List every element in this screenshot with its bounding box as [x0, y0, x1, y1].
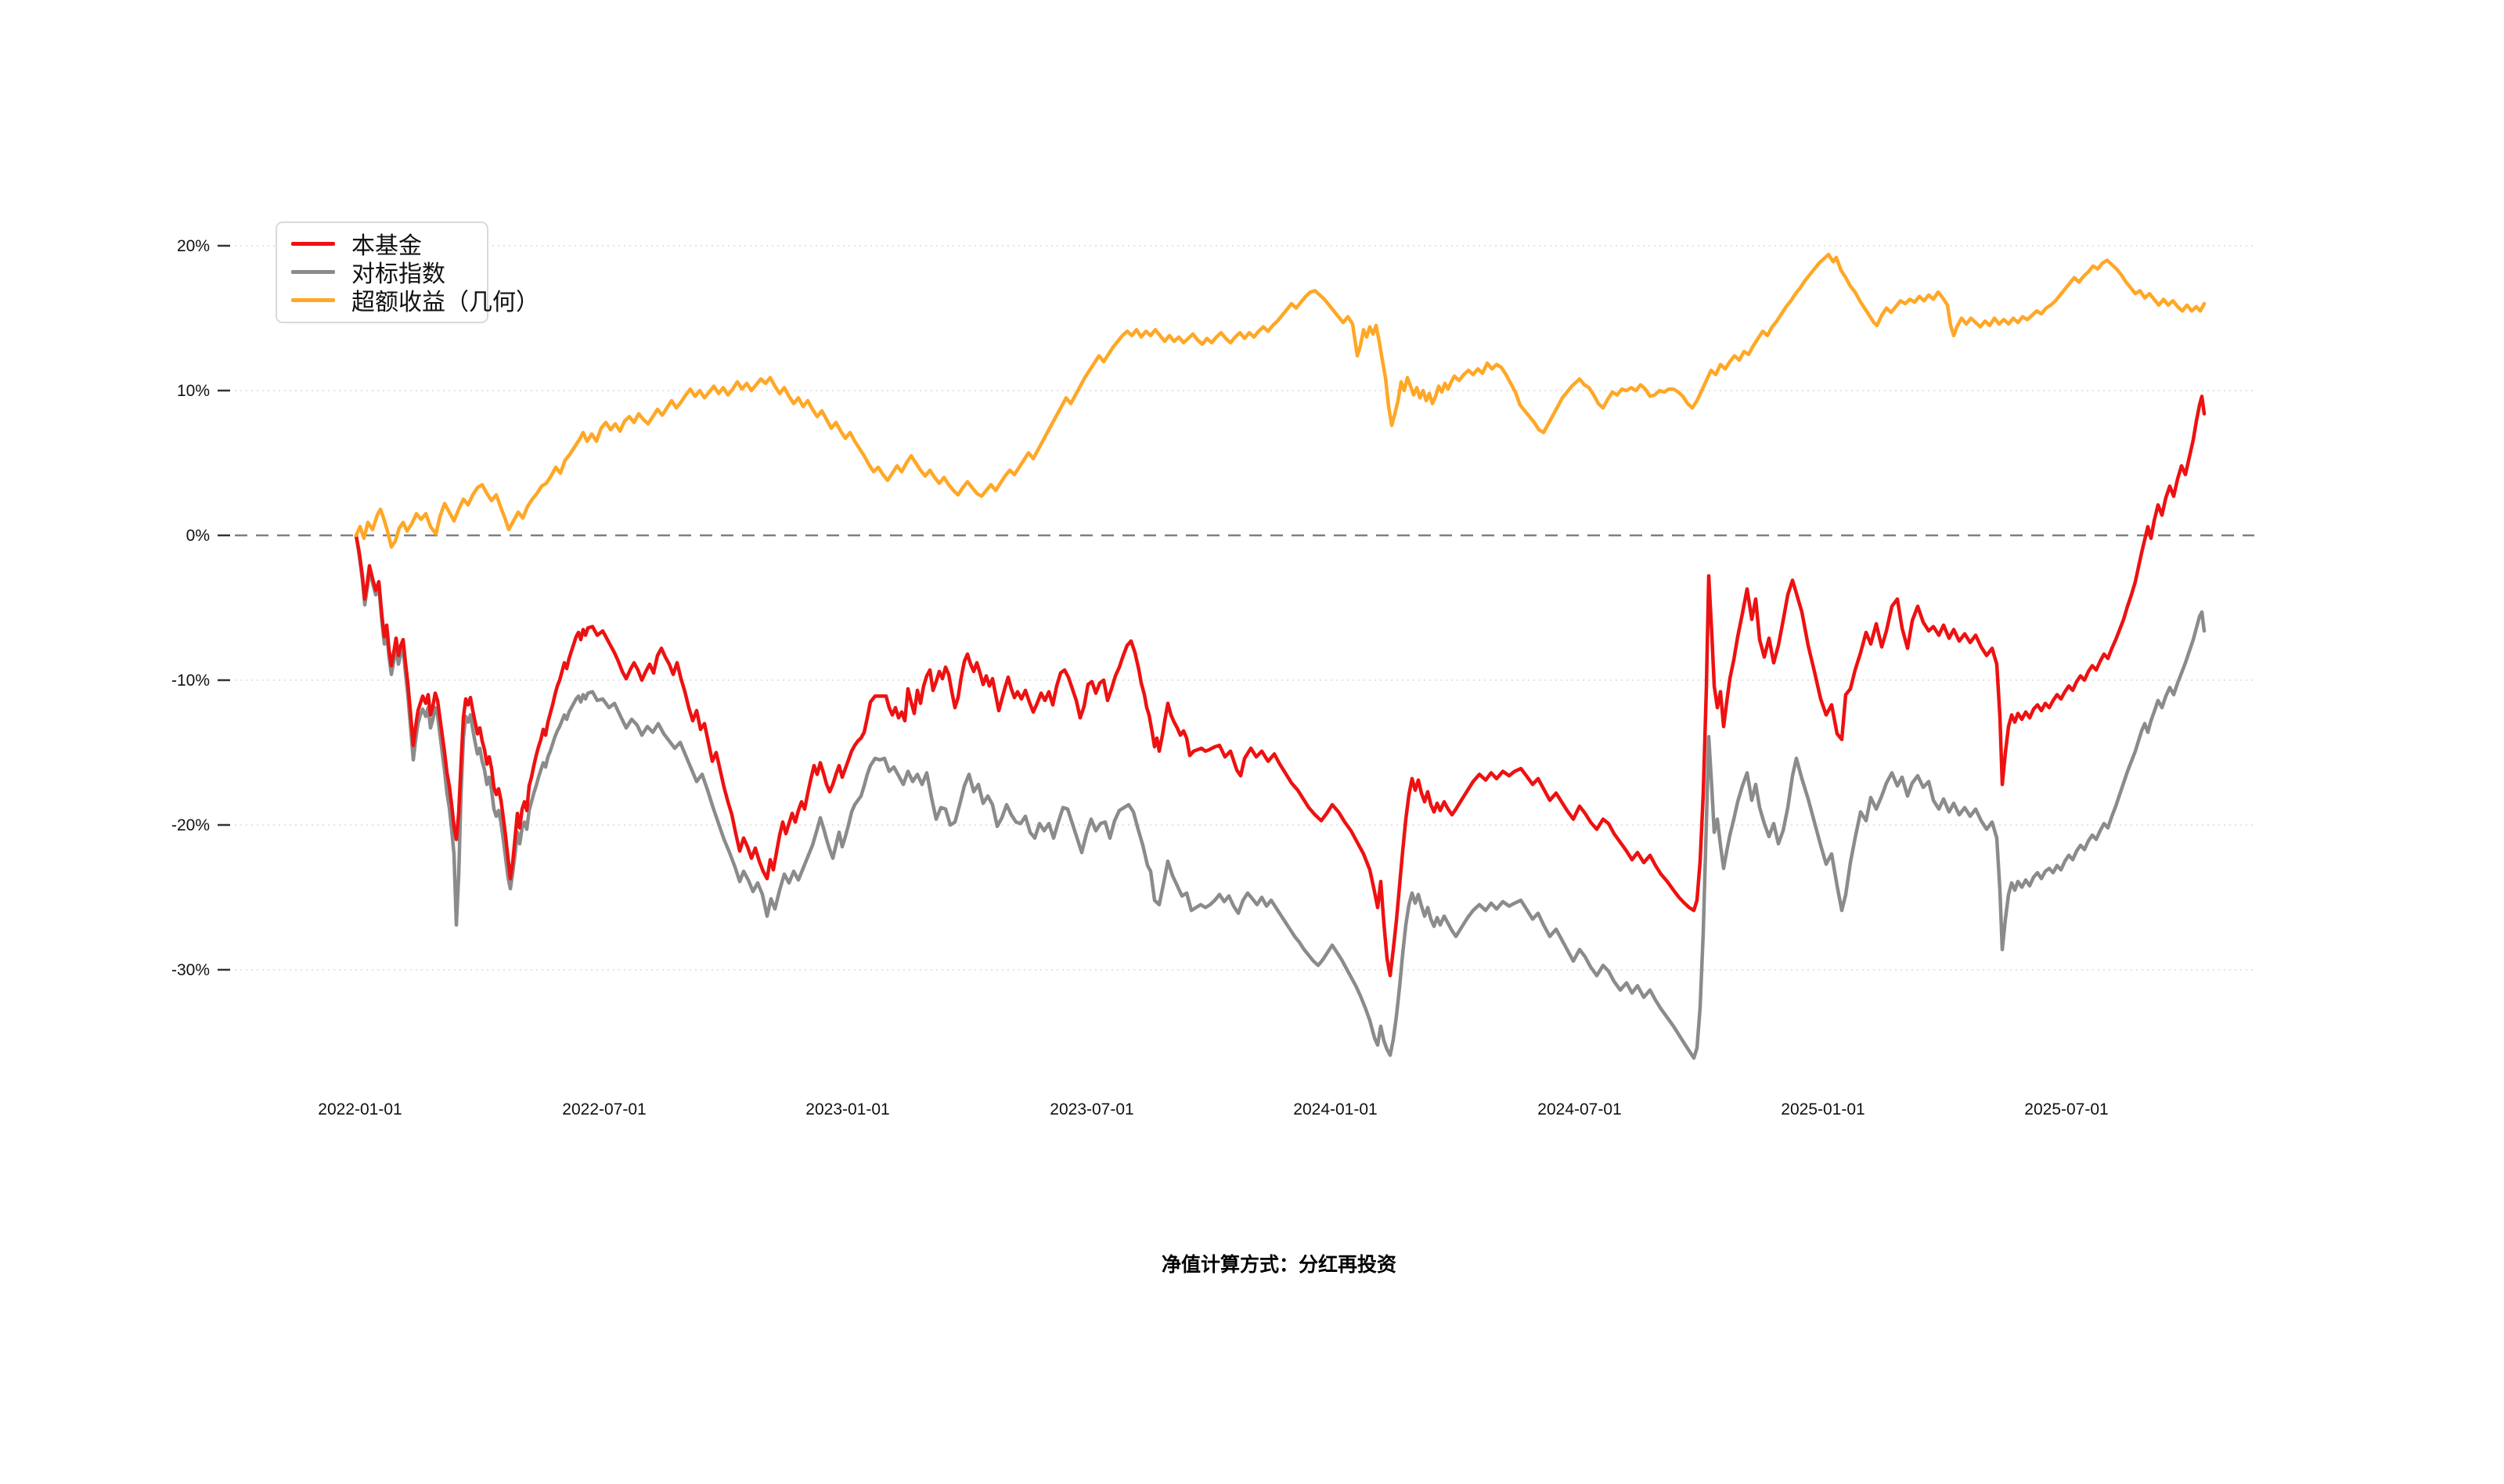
- legend-label-fund: 本基金: [351, 233, 422, 259]
- excess-line-swatch-icon: [291, 297, 335, 302]
- x-axis-tick-label: 2024-01-01: [1293, 1100, 1377, 1118]
- x-axis-tick-label: 2023-01-01: [805, 1100, 889, 1118]
- y-axis-tick-label: 20%: [177, 237, 210, 255]
- x-axis-tick-label: 2024-07-01: [1537, 1100, 1621, 1118]
- legend-label-excess: 超额收益（几何）: [351, 290, 539, 315]
- x-axis-tick-label: 2025-07-01: [2024, 1100, 2108, 1118]
- benchmark-index-line: [354, 394, 2207, 978]
- x-axis-tick-label: 2022-07-01: [562, 1100, 646, 1118]
- y-axis-tick-label: -20%: [171, 816, 210, 834]
- excess-return-line: [354, 252, 2207, 549]
- fund-line-swatch-icon: [291, 241, 335, 246]
- legend-item-excess[interactable]: 超额收益（几何）: [277, 286, 539, 315]
- x-axis-tick-label: 2025-01-01: [1781, 1100, 1864, 1118]
- x-axis-tick-label: 2022-01-01: [318, 1100, 402, 1118]
- y-axis-tick-label: -30%: [171, 961, 210, 979]
- chart-legend: 本基金 对标指数 超额收益（几何）: [276, 222, 539, 323]
- x-axis-tick-label: 2023-07-01: [1050, 1100, 1133, 1118]
- benchmark-line-swatch-icon: [291, 269, 335, 274]
- legend-item-fund[interactable]: 本基金: [277, 229, 487, 259]
- y-axis-tick-label: 0%: [186, 527, 210, 545]
- legend-label-benchmark: 对标指数: [351, 261, 445, 287]
- legend-item-benchmark[interactable]: 对标指数: [277, 258, 487, 287]
- fund-line: [354, 533, 2207, 1061]
- calculation-note: 净值计算方式：分红再投资: [1161, 1254, 1397, 1276]
- y-axis-tick-label: 10%: [177, 382, 210, 400]
- y-axis-tick-label: -10%: [171, 672, 210, 690]
